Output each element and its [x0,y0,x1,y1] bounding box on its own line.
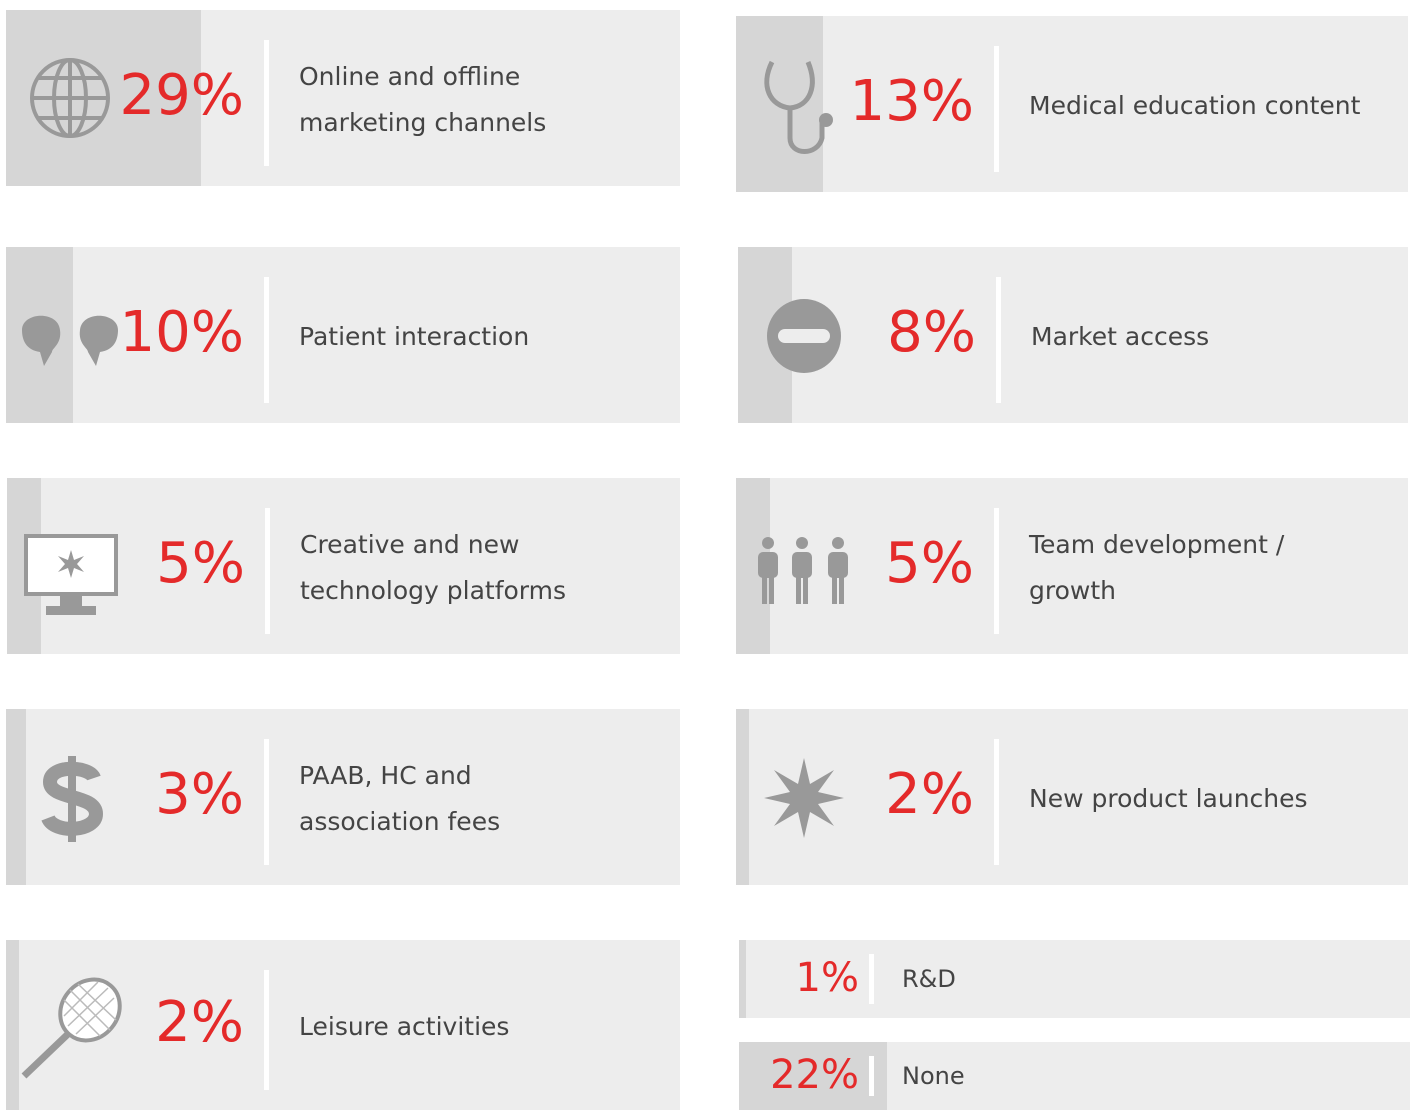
divider [264,739,269,865]
card: 22% None [739,1042,1410,1110]
star-icon [764,758,844,838]
card: 10% Patient interaction [6,247,680,423]
divider [869,954,874,1004]
no-entry-icon [767,299,841,373]
divider [265,508,270,634]
card: 5% Creative and new technology platforms [7,478,680,654]
value-label: 5% [885,531,974,596]
value-label: 1% [795,955,859,1001]
divider [264,40,269,166]
share-bar [6,709,27,885]
card: 2% Leisure activities [6,940,680,1110]
category-label: PAAB, HC and association fees [299,761,501,836]
divider [994,46,999,172]
category-label: Online and offline marketing channels [299,62,547,137]
share-bar [736,709,750,885]
category-label: R&D [902,965,956,993]
card: 2% New product launches [736,709,1408,885]
card: 3% PAAB, HC and association fees [6,709,680,885]
value-label: 3% [155,762,244,827]
card: 1% R&D [739,940,1410,1018]
category-label: Patient interaction [299,322,530,351]
racket-icon [21,977,122,1079]
category-label: Team development / growth [1029,530,1285,605]
share-bar [739,940,746,1018]
value-label: 10% [119,300,244,365]
divider [996,277,1001,403]
value-label: 2% [885,762,974,827]
category-label: New product launches [1029,784,1308,813]
divider [264,970,269,1090]
category-label: Medical education content [1029,91,1361,120]
category-label: Leisure activities [299,1012,510,1041]
value-label: 5% [156,531,245,596]
value-label: 2% [155,990,244,1055]
value-label: 13% [849,69,974,134]
people-icon [758,537,848,604]
card: 8% Market access [738,247,1408,423]
monitor-icon [24,534,118,615]
share-bar [739,1042,887,1110]
dollar-icon [41,756,104,842]
card: 13% Medical education content [736,16,1408,192]
heads-icon [22,315,118,366]
divider [869,1056,874,1096]
value-label: 8% [887,300,976,365]
category-label: None [902,1062,965,1090]
divider [994,739,999,865]
value-label: 22% [770,1052,859,1098]
category-label: Creative and new technology platforms [300,530,567,605]
divider [264,277,269,403]
stethoscope-icon [764,60,833,154]
divider [994,508,999,634]
value-label: 29% [119,63,244,128]
globe-icon [30,58,110,138]
share-bar [6,940,20,1110]
category-label: Market access [1031,322,1210,351]
